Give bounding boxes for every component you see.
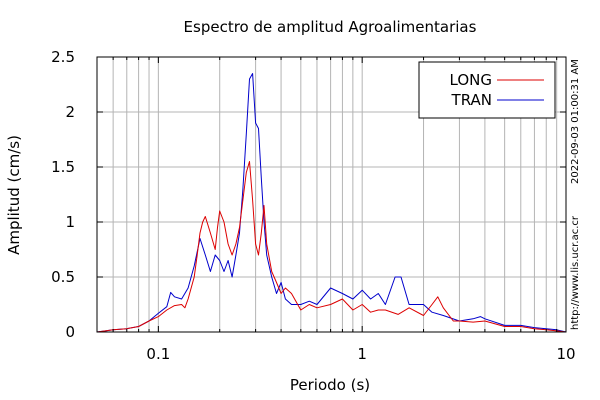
source-url-text: http://www.lis.ucr.ac.cr <box>570 215 581 330</box>
series-layer <box>96 73 567 333</box>
y-tick-label: 1.5 <box>51 158 75 176</box>
y-tick-label: 1 <box>65 213 75 231</box>
y-tick-label: 2 <box>65 103 75 121</box>
axis-ticks <box>97 56 566 333</box>
timestamp-text: 2022-09-03 01:00:31 AM <box>570 59 581 184</box>
x-tick-label: 1 <box>357 345 367 363</box>
plot-frame <box>96 56 567 333</box>
legend-label-long: LONG <box>450 71 492 89</box>
x-tick-label: 10 <box>556 345 575 363</box>
legend: LONG TRAN <box>418 61 556 119</box>
tick-labels: 0 0.5 1 1.5 2 2.5 0.1 1 10 <box>51 48 575 363</box>
y-tick-label: 2.5 <box>51 48 75 66</box>
grid-lines <box>97 57 566 332</box>
legend-box <box>418 61 556 119</box>
chart-title: Espectro de amplitud Agroalimentarias <box>184 18 477 36</box>
legend-label-tran: TRAN <box>451 91 492 109</box>
y-axis-label: Amplitud (cm/s) <box>5 135 23 255</box>
y-tick-label: 0.5 <box>51 268 75 286</box>
x-axis-label: Periodo (s) <box>290 376 370 394</box>
y-tick-label: 0 <box>65 323 75 341</box>
series-line-long <box>96 161 567 333</box>
x-tick-label: 0.1 <box>146 345 170 363</box>
series-line-tran <box>96 73 567 333</box>
